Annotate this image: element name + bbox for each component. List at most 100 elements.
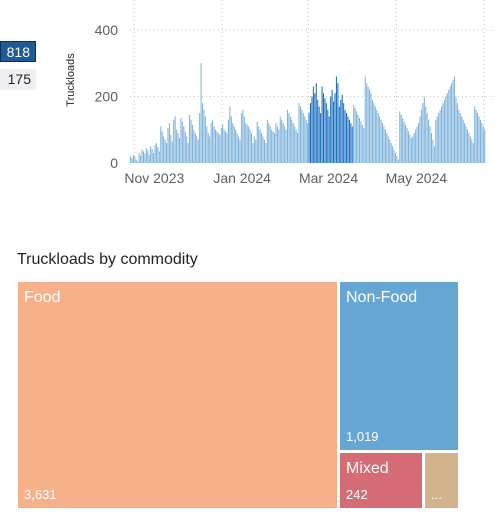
chart-bar[interactable] [390,143,392,163]
chart-bar[interactable] [137,161,139,163]
treemap-tile-other[interactable]: ... [424,452,459,509]
chart-bar[interactable] [474,106,476,163]
chart-bar[interactable] [187,143,189,163]
chart-bar[interactable] [132,154,134,163]
chart-bar-highlighted[interactable] [321,86,323,163]
chart-bar[interactable] [397,159,399,163]
chart-bar-highlighted[interactable] [330,96,332,164]
chart-bar[interactable] [141,149,143,163]
chart-bars[interactable] [130,63,486,164]
chart-bar[interactable] [190,119,192,163]
chart-bar[interactable] [134,157,136,163]
chart-bar[interactable] [285,129,287,163]
chart-bar[interactable] [477,113,479,164]
chart-bar[interactable] [369,89,371,163]
chart-bar[interactable] [206,126,208,163]
chart-bar-highlighted[interactable] [315,83,317,163]
chart-bar[interactable] [177,133,179,163]
chart-bar-highlighted[interactable] [350,123,352,163]
chart-bar[interactable] [217,133,219,163]
chart-bar-highlighted[interactable] [335,76,337,163]
chart-bar[interactable] [464,123,466,163]
chart-bar[interactable] [451,83,453,163]
chart-bar[interactable] [430,133,432,163]
chart-bar-highlighted[interactable] [348,119,350,163]
chart-bar[interactable] [394,153,396,163]
chart-bar-highlighted[interactable] [314,93,316,163]
chart-bar[interactable] [216,131,218,163]
chart-bar[interactable] [449,86,451,163]
chart-bar[interactable] [281,119,283,163]
chart-bar[interactable] [435,119,437,163]
chart-bar[interactable] [209,136,211,163]
chart-bar[interactable] [248,126,250,163]
chart-bar[interactable] [422,103,424,163]
chart-bar[interactable] [142,151,144,163]
chart-bar-highlighted[interactable] [320,113,322,164]
chart-bar[interactable] [360,121,362,163]
chart-bar[interactable] [292,123,294,163]
chart-bar[interactable] [299,106,301,163]
chart-bar[interactable] [356,111,358,163]
chart-bar[interactable] [407,131,409,163]
chart-bar[interactable] [181,121,183,163]
chart-bar[interactable] [383,126,385,163]
chart-bar[interactable] [454,76,456,163]
chart-bar[interactable] [481,123,483,163]
chart-bar-highlighted[interactable] [317,99,319,163]
chart-bar[interactable] [384,129,386,163]
chart-bar[interactable] [243,116,245,163]
chart-bar[interactable] [379,116,381,163]
chart-bar[interactable] [200,63,202,163]
chart-bar[interactable] [186,136,188,163]
chart-bar-highlighted[interactable] [343,103,345,163]
chart-bar-highlighted[interactable] [344,109,346,163]
chart-bar[interactable] [239,139,241,163]
chart-bar[interactable] [261,133,263,163]
chart-bar[interactable] [295,129,297,163]
chart-bar[interactable] [307,123,309,163]
chart-bar-highlighted[interactable] [312,86,314,163]
chart-bar[interactable] [268,123,270,163]
chart-bar[interactable] [227,119,229,163]
chart-bar[interactable] [423,96,425,164]
chart-bar[interactable] [189,114,191,163]
chart-bar[interactable] [276,126,278,163]
chart-bar[interactable] [291,119,293,163]
chart-bar[interactable] [302,113,304,164]
chart-bar[interactable] [213,126,215,163]
chart-bar-highlighted[interactable] [325,103,327,163]
chart-bar[interactable] [361,124,363,163]
chart-bar[interactable] [452,79,454,164]
chart-bar[interactable] [275,123,277,163]
chart-bar[interactable] [442,103,444,163]
chart-bar[interactable] [171,141,173,163]
chart-bar[interactable] [396,156,398,163]
chart-bar[interactable] [282,123,284,163]
chart-bar[interactable] [286,109,288,163]
chart-bar[interactable] [202,103,204,163]
chart-bar[interactable] [246,124,248,163]
chart-bar[interactable] [392,146,394,164]
chart-bar[interactable] [415,129,417,163]
table-cell-value[interactable]: 818 [0,41,36,62]
chart-bar[interactable] [400,114,402,163]
chart-bar[interactable] [478,116,480,163]
chart-bar[interactable] [166,143,168,163]
chart-bar[interactable] [418,123,420,163]
chart-bar[interactable] [153,153,155,163]
chart-bar[interactable] [178,138,180,163]
chart-bar[interactable] [199,113,201,164]
chart-bar[interactable] [304,116,306,163]
chart-bar[interactable] [367,86,369,163]
chart-bar[interactable] [469,136,471,163]
chart-bar[interactable] [183,126,185,163]
chart-bar[interactable] [288,113,290,164]
chart-bar[interactable] [386,133,388,163]
chart-bar[interactable] [278,129,280,163]
chart-bar[interactable] [455,96,457,164]
chart-bar[interactable] [297,133,299,163]
chart-bar[interactable] [266,119,268,163]
chart-bar-highlighted[interactable] [311,96,313,164]
chart-bar[interactable] [475,109,477,163]
